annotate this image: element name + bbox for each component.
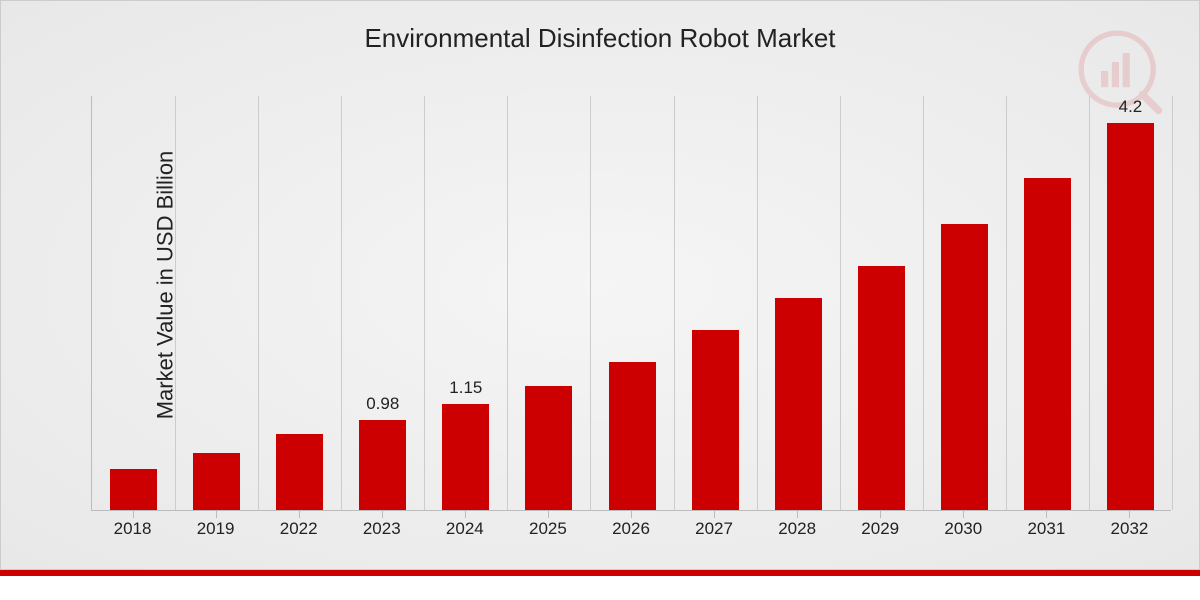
x-tick bbox=[299, 511, 300, 518]
grid-line bbox=[674, 96, 675, 510]
x-tick-label: 2018 bbox=[114, 519, 152, 539]
grid-line bbox=[424, 96, 425, 510]
x-tick-label: 2027 bbox=[695, 519, 733, 539]
x-tick bbox=[1129, 511, 1130, 518]
bar bbox=[525, 386, 572, 511]
x-tick bbox=[548, 511, 549, 518]
x-tick-label: 2022 bbox=[280, 519, 318, 539]
x-tick bbox=[880, 511, 881, 518]
chart-title: Environmental Disinfection Robot Market bbox=[1, 1, 1199, 54]
grid-line bbox=[1172, 96, 1173, 510]
grid-line bbox=[590, 96, 591, 510]
bar bbox=[442, 404, 489, 510]
x-tick-label: 2026 bbox=[612, 519, 650, 539]
x-tick bbox=[631, 511, 632, 518]
x-tick-label: 2031 bbox=[1027, 519, 1065, 539]
x-tick bbox=[714, 511, 715, 518]
x-tick-label: 2028 bbox=[778, 519, 816, 539]
bar bbox=[1024, 178, 1071, 510]
x-tick bbox=[465, 511, 466, 518]
grid-line bbox=[341, 96, 342, 510]
x-tick bbox=[133, 511, 134, 518]
x-tick bbox=[1046, 511, 1047, 518]
plot-area: 0.98 1.15 4.2 bbox=[91, 96, 1171, 511]
bar bbox=[1107, 123, 1154, 510]
x-tick bbox=[382, 511, 383, 518]
x-tick bbox=[797, 511, 798, 518]
grid-line bbox=[757, 96, 758, 510]
x-tick-label: 2032 bbox=[1111, 519, 1149, 539]
bar-value-label: 4.2 bbox=[1119, 97, 1143, 117]
bar bbox=[193, 453, 240, 510]
grid-line bbox=[175, 96, 176, 510]
x-tick bbox=[963, 511, 964, 518]
grid-line bbox=[258, 96, 259, 510]
x-tick-label: 2019 bbox=[197, 519, 235, 539]
chart-container: Environmental Disinfection Robot Market … bbox=[0, 0, 1200, 570]
x-tick-label: 2030 bbox=[944, 519, 982, 539]
bar bbox=[858, 266, 905, 510]
bar bbox=[941, 224, 988, 510]
grid-line bbox=[507, 96, 508, 510]
x-tick-label: 2024 bbox=[446, 519, 484, 539]
grid-line bbox=[923, 96, 924, 510]
grid-line bbox=[840, 96, 841, 510]
bar-value-label: 0.98 bbox=[366, 394, 399, 414]
bar bbox=[359, 420, 406, 510]
bar bbox=[276, 434, 323, 510]
bar bbox=[692, 330, 739, 510]
grid-line bbox=[1089, 96, 1090, 510]
grid-line bbox=[1006, 96, 1007, 510]
x-tick-label: 2025 bbox=[529, 519, 567, 539]
x-tick-label: 2029 bbox=[861, 519, 899, 539]
footer-stripe bbox=[0, 570, 1200, 600]
bar bbox=[110, 469, 157, 511]
bar-value-label: 1.15 bbox=[449, 378, 482, 398]
bar bbox=[775, 298, 822, 510]
x-tick-label: 2023 bbox=[363, 519, 401, 539]
x-tick bbox=[216, 511, 217, 518]
bar bbox=[609, 362, 656, 510]
